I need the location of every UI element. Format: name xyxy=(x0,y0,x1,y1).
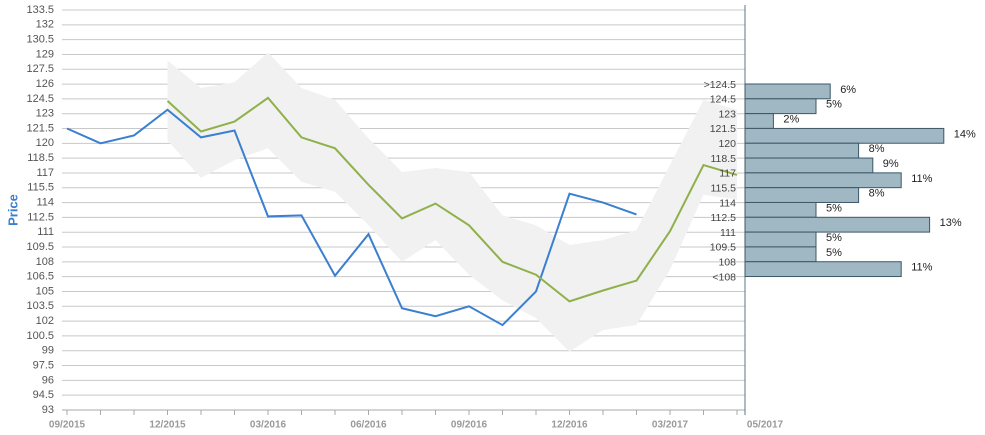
distribution-bin-label: 118.5 xyxy=(711,153,737,165)
y-tick-label: 121.5 xyxy=(26,122,54,134)
y-tick-label: 124.5 xyxy=(26,93,54,105)
distribution-bin-label: 124.5 xyxy=(710,94,736,106)
x-tick-label: 12/2015 xyxy=(149,420,186,431)
y-axis-label: Price xyxy=(5,194,20,226)
distribution-value-label: 8% xyxy=(869,188,885,200)
distribution-value-label: 8% xyxy=(869,143,885,155)
distribution-bar xyxy=(744,157,874,174)
distribution-value-label: 14% xyxy=(954,128,976,140)
y-tick-label: 126 xyxy=(36,78,54,90)
distribution-value-label: 5% xyxy=(826,247,842,259)
y-tick-label: 97.5 xyxy=(33,359,54,371)
distribution-value-label: 5% xyxy=(826,99,842,111)
x-tick-label: 09/2015 xyxy=(49,420,86,431)
y-tick-label: 114 xyxy=(36,196,54,208)
distribution-bin-label: 109.5 xyxy=(710,242,736,254)
y-tick-label: 117 xyxy=(36,167,54,179)
y-tick-label: 120 xyxy=(36,137,54,149)
distribution-bin-label: 112.5 xyxy=(711,212,737,224)
x-tick-label: 05/2017 xyxy=(747,420,784,431)
y-tick-label: 108 xyxy=(36,256,54,268)
y-tick-label: 130.5 xyxy=(26,34,54,46)
distribution-bar xyxy=(744,187,860,203)
distribution-bin-label: 117 xyxy=(719,168,736,180)
distribution-bin-label: >124.5 xyxy=(704,79,737,91)
y-tick-label: 94.5 xyxy=(33,389,54,401)
distribution-bar xyxy=(744,231,817,248)
y-tick-label: 103.5 xyxy=(26,300,54,312)
x-tick-label: 03/2017 xyxy=(652,420,689,431)
y-tick-label: 111 xyxy=(37,226,54,238)
distribution-value-label: 5% xyxy=(826,202,842,214)
distribution-value-label: 5% xyxy=(826,232,842,244)
distribution-bin-label: 114 xyxy=(719,197,736,209)
distribution-bar xyxy=(744,83,831,100)
y-tick-label: 133.5 xyxy=(26,4,54,16)
distribution-bin-label: 120 xyxy=(718,138,736,150)
distribution-bar xyxy=(744,113,774,129)
y-tick-label: 118.5 xyxy=(27,152,54,164)
distribution-value-label: 11% xyxy=(911,262,932,274)
y-tick-label: 109.5 xyxy=(26,241,54,253)
y-tick-label: 102 xyxy=(36,315,54,327)
distribution-value-label: 6% xyxy=(840,84,856,96)
y-tick-label: 132 xyxy=(36,19,54,31)
y-tick-label: 127.5 xyxy=(26,63,54,75)
y-tick-label: 123 xyxy=(36,108,54,120)
distribution-bar xyxy=(744,172,902,189)
distribution-value-label: 13% xyxy=(940,217,962,229)
x-tick-label: 09/2016 xyxy=(451,420,488,431)
price-line xyxy=(166,96,738,303)
distribution-bin-label: 123 xyxy=(718,108,736,120)
distribution-bar xyxy=(744,127,945,144)
distribution-bin-label: 121.5 xyxy=(710,123,736,135)
distribution-bar xyxy=(744,246,817,263)
distribution-bin-label: 115.5 xyxy=(711,182,737,194)
y-tick-label: 105 xyxy=(36,285,54,297)
distribution-bar xyxy=(744,201,817,218)
distribution-value-label: 9% xyxy=(883,158,899,170)
distribution-value-label: 2% xyxy=(783,114,799,126)
distribution-bin-label: 111 xyxy=(720,227,736,239)
y-tick-label: 112.5 xyxy=(27,211,54,223)
distribution-bin-label: 108 xyxy=(718,257,736,269)
y-tick-label: 93 xyxy=(42,404,54,416)
distribution-value-label: 11% xyxy=(911,173,932,185)
y-tick-label: 96 xyxy=(42,374,54,386)
y-tick-label: 115.5 xyxy=(27,182,54,194)
distribution-bar xyxy=(744,98,817,115)
distribution-bar xyxy=(744,216,931,233)
y-tick-label: 106.5 xyxy=(26,271,54,283)
x-tick-label: 03/2016 xyxy=(250,420,287,431)
distribution-bar xyxy=(744,142,860,159)
y-tick-label: 129 xyxy=(36,48,54,60)
y-tick-label: 100.5 xyxy=(26,330,54,342)
x-tick-label: 06/2016 xyxy=(350,420,387,431)
y-tick-label: 99 xyxy=(42,345,54,357)
distribution-bar xyxy=(744,261,902,278)
price-line xyxy=(66,108,637,327)
x-tick-label: 12/2016 xyxy=(551,420,588,431)
distribution-bin-label: <108 xyxy=(712,271,736,283)
range-band xyxy=(167,52,737,352)
